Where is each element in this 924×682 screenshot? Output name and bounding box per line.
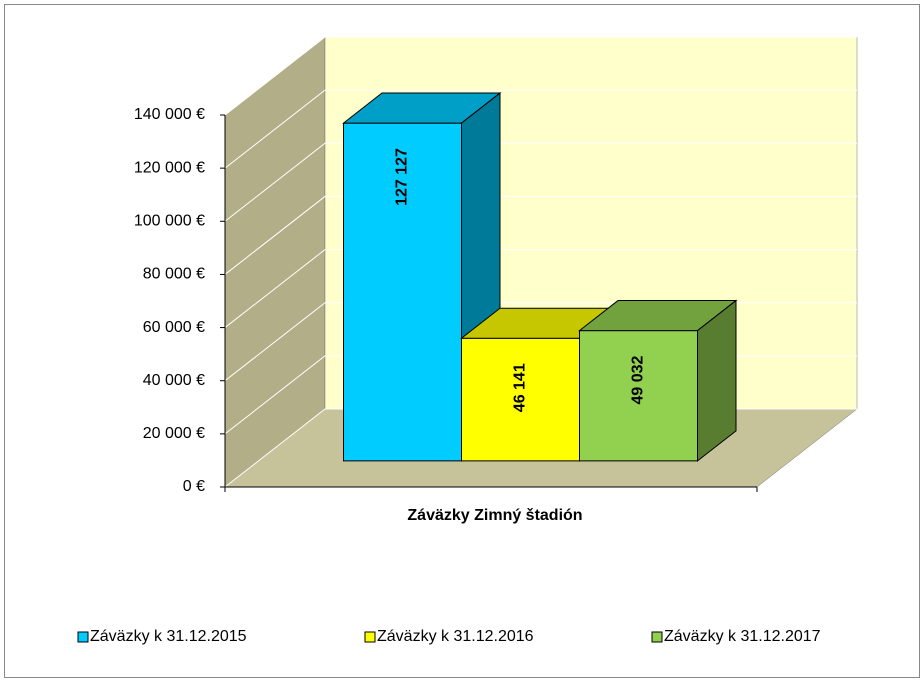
grid-line [224,36,857,116]
legend-swatch [364,631,376,643]
y-tick-label: 140 000 € [134,106,205,123]
grid-line [224,142,857,222]
y-tick-label: 0 € [183,478,205,495]
data-label: 127 127 [394,148,411,206]
y-tick-label: 120 000 € [134,159,205,176]
legend-label: Záväzky k 31.12.2015 [90,628,247,645]
y-tick-label: 80 000 € [143,266,205,283]
y-tick-label: 20 000 € [143,425,205,442]
y-tick-label: 100 000 € [134,213,205,230]
bar [578,299,738,462]
x-category-label: Záväzky Zimný štadión [407,507,582,524]
y-tick-label: 40 000 € [143,372,205,389]
legend-swatch [77,631,89,643]
grid-line [224,249,857,328]
bar-side [697,299,737,462]
data-label: 49 032 [630,355,647,404]
data-label: 46 141 [512,363,529,412]
grid-line [224,89,857,169]
y-tick-label: 60 000 € [143,319,205,336]
legend-swatch [651,631,663,643]
side-wall [224,36,326,488]
grid-line [224,195,857,275]
legend-label: Záväzky k 31.12.2016 [377,628,534,645]
legend-label: Záväzky k 31.12.2017 [664,628,821,645]
